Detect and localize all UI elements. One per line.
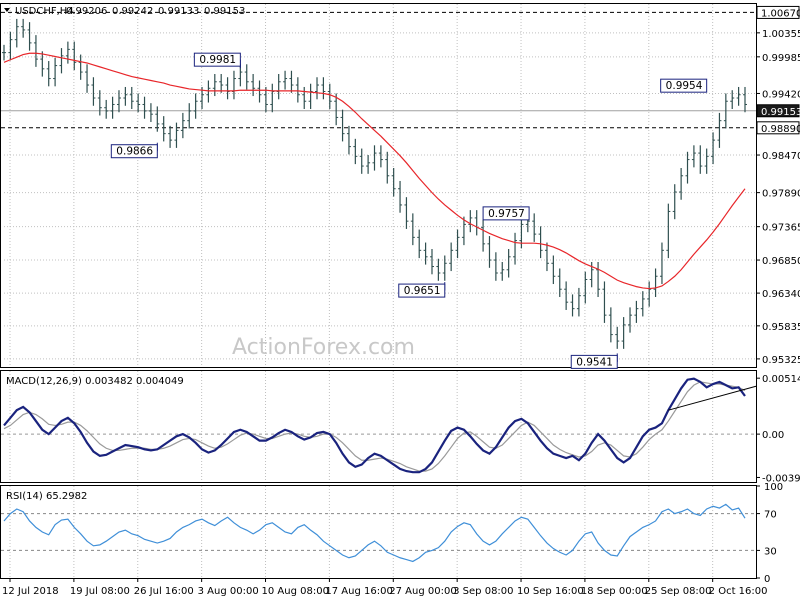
annotation-box bbox=[110, 144, 158, 159]
rsi-tick-label: 70 bbox=[764, 510, 777, 521]
axis-layer: 12 Jul 2018 19 Jul 08:00 26 Jul 16:00 3 Aug… bbox=[2, 5, 800, 597]
price-tick-label: 0.99420 bbox=[762, 89, 800, 100]
price-box bbox=[756, 121, 800, 135]
x-tick-label: 10 Sep 16:00 bbox=[517, 586, 584, 597]
chart-symbol: USDCHF,H4 bbox=[15, 6, 74, 17]
annotation-box bbox=[398, 283, 446, 298]
x-tick-label: 25 Sep 08:00 bbox=[645, 586, 712, 597]
price-box-label: 1.00670 bbox=[761, 8, 800, 19]
price-tick-label: 0.98470 bbox=[762, 151, 800, 162]
dropdown-triangle-icon[interactable] bbox=[4, 8, 10, 12]
macd-signal-line bbox=[3, 381, 746, 472]
price-tick-label: 0.96850 bbox=[762, 256, 800, 267]
macd-tick-label: 0.005141 bbox=[762, 374, 800, 385]
macd-tick-label: -0.003982 bbox=[762, 473, 800, 484]
price-layer: 0.9981 0.9866 0.9757 0.9651 0.9541 0.9954 bbox=[1, 11, 756, 369]
macd-line bbox=[3, 377, 746, 474]
watermark: ActionForex.com bbox=[232, 335, 415, 360]
macd-label: MACD(12,26,9) 0.003482 0.004049 bbox=[6, 376, 184, 387]
macd-layer bbox=[1, 377, 757, 474]
x-tick-label: 3 Sep 08:00 bbox=[453, 586, 513, 597]
grid bbox=[4, 4, 756, 578]
price-box bbox=[756, 5, 800, 19]
annotation-label: 0.9866 bbox=[116, 146, 153, 158]
price-tick-label: 0.99985 bbox=[762, 53, 800, 64]
ohlc-high: 0.99242 bbox=[112, 6, 153, 17]
sma-line bbox=[3, 52, 746, 290]
annotation-label: 0.9981 bbox=[199, 54, 236, 66]
rsi-panel-frame bbox=[0, 485, 757, 579]
macd-trendline bbox=[668, 385, 757, 411]
price-tick-label: 0.97365 bbox=[762, 223, 800, 234]
annotation-box bbox=[193, 52, 241, 67]
price-box-label: 0.98890 bbox=[761, 124, 800, 135]
rsi-tick-label: 0 bbox=[764, 574, 770, 585]
x-tick-label: 10 Aug 08:00 bbox=[262, 586, 329, 597]
annotation-label: 0.9651 bbox=[404, 285, 441, 297]
price-box bbox=[756, 104, 800, 118]
x-tick-label: 19 Jul 08:00 bbox=[70, 586, 130, 597]
rsi-label: RSI(14) 65.2982 bbox=[6, 491, 87, 502]
x-tick-label: 2 Oct 16:00 bbox=[709, 586, 768, 597]
rsi-tick-label: 30 bbox=[764, 546, 777, 557]
x-tick-label: 27 Aug 00:00 bbox=[389, 586, 456, 597]
x-tick-label: 17 Aug 16:00 bbox=[325, 586, 392, 597]
rsi-line bbox=[3, 503, 746, 563]
x-tick-label: 3 Aug 00:00 bbox=[198, 586, 259, 597]
annotation-label: 0.9541 bbox=[576, 356, 613, 368]
ohlc-low: 0.99133 bbox=[158, 6, 199, 17]
price-tick-label: 0.97890 bbox=[762, 189, 800, 200]
price-tick-label: 0.96340 bbox=[762, 289, 800, 300]
price-box-label: 0.99153 bbox=[761, 107, 800, 118]
annotation-label: 0.9954 bbox=[666, 80, 703, 92]
annotation-box bbox=[570, 354, 618, 369]
annotation-label: 0.9757 bbox=[488, 208, 525, 220]
price-tick-label: 1.00355 bbox=[762, 29, 800, 40]
ohlc-close: 0.99153 bbox=[204, 6, 245, 17]
macd-panel-frame bbox=[0, 370, 757, 483]
macd-tick-label: 0.00 bbox=[762, 430, 784, 441]
price-panel-frame bbox=[0, 3, 757, 368]
annotation-box bbox=[482, 206, 530, 221]
x-tick-label: 12 Jul 2018 bbox=[2, 586, 59, 597]
ohlc-open: 0.99206 bbox=[66, 6, 107, 17]
x-tick-label: 18 Sep 00:00 bbox=[581, 586, 648, 597]
annotation-box bbox=[660, 78, 708, 93]
x-tick-label: 26 Jul 16:00 bbox=[134, 586, 194, 597]
price-tick-label: 0.95835 bbox=[762, 322, 800, 333]
rsi-layer bbox=[1, 503, 756, 563]
rsi-tick-label: 100 bbox=[764, 482, 783, 493]
price-tick-label: 0.95325 bbox=[762, 355, 800, 366]
